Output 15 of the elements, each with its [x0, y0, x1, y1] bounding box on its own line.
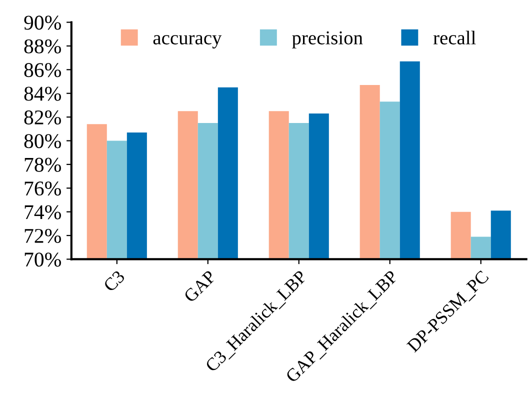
y-tick-label: 88%	[24, 39, 61, 54]
y-tick-label: 74%	[24, 205, 61, 220]
y-tick-label: 70%	[24, 252, 61, 267]
y-tick-label: 72%	[24, 228, 61, 244]
y-tick-label: 90%	[24, 16, 61, 30]
x-tick-label: C3	[102, 270, 126, 292]
legend-label: accuracy	[153, 35, 222, 48]
y-tick-label: 82%	[24, 110, 61, 125]
y-tick-label: 84%	[24, 86, 61, 101]
y-tick-label: 76%	[24, 181, 61, 196]
y-tick-label: 86%	[24, 63, 61, 78]
legend-label: recall	[433, 30, 476, 44]
y-tick-label: 80%	[24, 134, 61, 148]
y-tick-label: 78%	[24, 158, 61, 172]
legend-label: precision	[292, 31, 363, 48]
